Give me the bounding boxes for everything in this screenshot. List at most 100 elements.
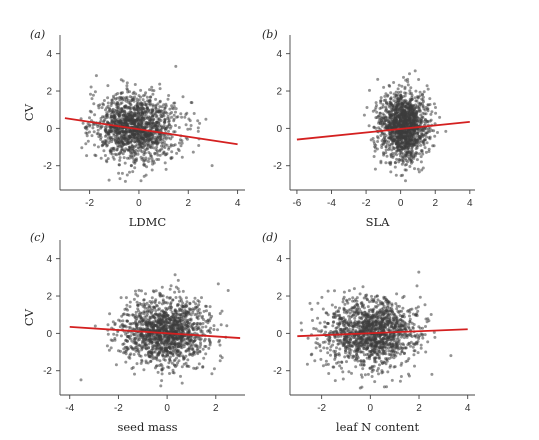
data-point [184,113,188,116]
data-point [389,91,393,95]
data-point [156,370,160,374]
data-point [142,368,146,372]
data-point [393,119,397,123]
data-point [135,344,139,348]
points [79,64,214,183]
data-point [145,310,149,314]
data-point [421,95,425,99]
data-point [342,290,346,294]
data-point [112,94,115,98]
data-point [160,105,164,109]
data-point [113,152,117,156]
data-point [376,140,380,143]
data-point [422,107,426,111]
data-point [196,119,200,123]
data-point [165,343,169,347]
data-point [192,366,196,370]
data-point [147,342,151,346]
data-point [99,137,103,141]
data-point [401,99,405,103]
data-point [416,131,420,135]
data-point [415,158,419,162]
data-point [167,129,170,133]
data-point [145,314,149,318]
data-point [124,112,128,116]
data-point [158,138,162,142]
data-point [368,88,371,92]
data-point [367,124,371,128]
data-point [210,164,214,168]
data-point [425,84,429,88]
data-point [149,360,153,363]
data-point [181,327,185,331]
trend-line [64,117,238,146]
data-point [170,150,174,154]
data-point [414,152,418,156]
data-point [182,356,186,360]
panel-letter: (d) [262,231,278,244]
data-point [383,136,387,140]
data-point [395,307,399,311]
data-point [172,101,176,105]
data-point [152,146,156,150]
data-point [137,98,141,102]
x-tick-label: 4 [465,403,471,414]
data-point [132,297,136,301]
data-point [168,107,172,111]
data-point [133,138,137,142]
data-point [180,335,184,339]
data-point [210,372,214,376]
data-point [96,145,100,149]
data-point [378,111,382,115]
data-point [127,334,131,338]
data-point [373,167,377,171]
data-point [128,322,132,326]
data-point [220,356,224,360]
data-point [105,111,109,115]
data-point [137,352,141,356]
data-point [408,138,411,142]
data-point [88,109,92,113]
x-tick-label: -2 [317,403,326,414]
data-point [182,345,186,349]
y-tick-label: 4 [46,254,52,265]
data-point [404,179,407,183]
data-point [116,106,120,110]
data-point [93,143,96,147]
y-tick-label: 2 [46,292,52,303]
data-point [206,329,210,333]
data-point [384,148,388,152]
data-point [379,96,383,100]
data-point [186,127,190,131]
data-point [427,147,431,151]
data-point [394,111,398,115]
data-point [142,137,146,140]
data-point [93,113,97,117]
data-point [121,148,125,152]
data-point [98,133,102,137]
data-point [126,347,130,351]
data-point [111,129,115,133]
data-point [415,99,419,103]
data-point [114,129,118,133]
data-point [161,353,165,357]
data-point [356,305,360,309]
data-point [184,314,187,318]
data-point [110,152,114,156]
data-point [149,154,153,158]
data-point [193,296,197,300]
data-point [168,343,172,346]
data-point [151,104,155,108]
data-point [407,146,411,150]
data-point [157,301,161,305]
data-point [173,349,177,353]
data-point [408,314,411,318]
data-point [179,144,183,148]
data-point [111,155,115,159]
data-point [128,146,132,150]
data-point [162,114,166,118]
data-point [151,300,154,304]
data-point [154,148,158,152]
data-point [426,109,430,113]
